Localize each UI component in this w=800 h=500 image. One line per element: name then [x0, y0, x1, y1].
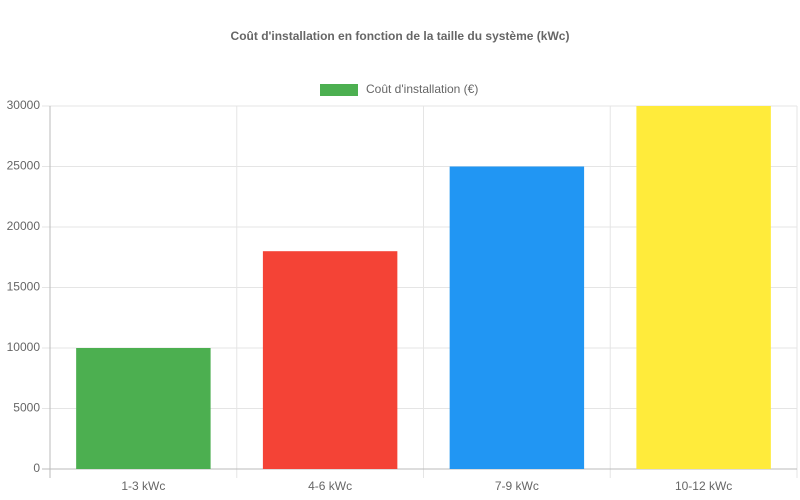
y-tick-label: 30000 [7, 98, 41, 112]
y-tick-label: 15000 [7, 280, 41, 294]
y-tick-label: 20000 [7, 219, 41, 233]
y-tick-label: 0 [33, 461, 40, 475]
x-tick-label: 4-6 kWc [308, 479, 352, 493]
y-tick-label: 10000 [7, 340, 41, 354]
y-tick-label: 25000 [7, 159, 41, 173]
legend-label: Coût d'installation (€) [366, 82, 478, 96]
y-tick-label: 5000 [13, 401, 40, 415]
x-tick-label: 1-3 kWc [121, 479, 165, 493]
chart-title: Coût d'installation en fonction de la ta… [231, 29, 570, 43]
legend-swatch [320, 84, 358, 96]
x-tick-label: 7-9 kWc [495, 479, 539, 493]
x-tick-label: 10-12 kWc [675, 479, 732, 493]
bar [76, 348, 211, 469]
bar [636, 106, 771, 469]
bar [262, 251, 398, 469]
bar [449, 166, 585, 469]
